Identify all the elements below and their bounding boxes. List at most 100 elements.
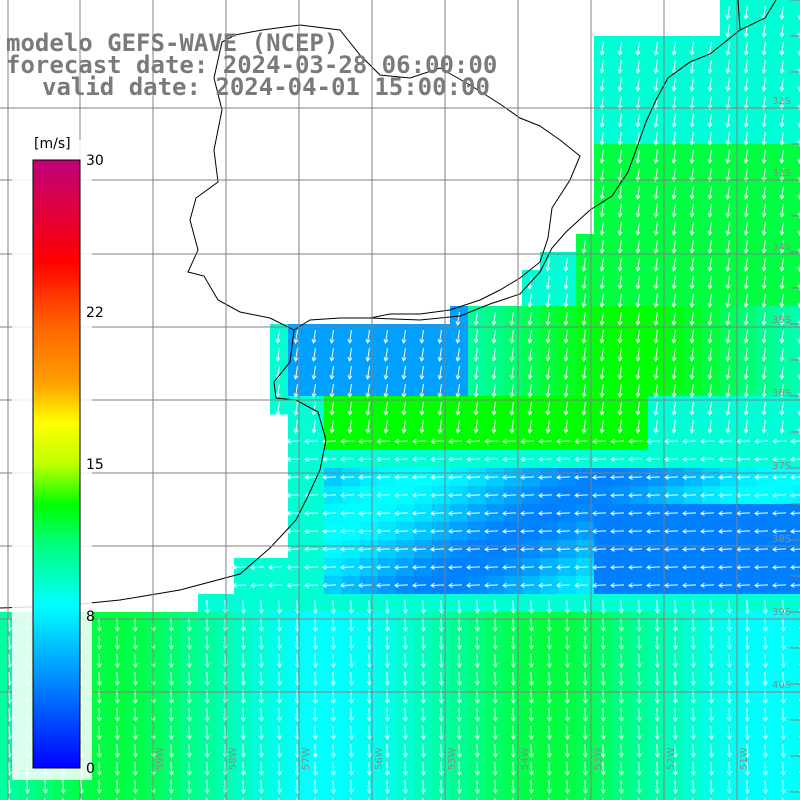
wind-arrow	[295, 383, 298, 397]
wind-arrow	[763, 257, 766, 271]
wind-arrow-head	[636, 645, 642, 650]
wind-arrow	[556, 476, 571, 478]
wind-arrow	[368, 707, 370, 722]
wind-arrow-head	[617, 284, 623, 290]
wind-arrow	[674, 635, 676, 650]
wind-arrow	[386, 761, 388, 776]
wind-arrow	[224, 617, 226, 632]
wind-arrow-head	[132, 771, 138, 776]
wind-arrow	[781, 347, 784, 361]
wind-cell	[792, 378, 800, 397]
wind-arrow	[170, 761, 172, 776]
wind-arrow-head	[743, 302, 749, 308]
wind-arrow-head	[455, 392, 461, 398]
wind-arrow-head	[761, 284, 767, 290]
wind-arrow	[547, 347, 550, 361]
wind-arrow-head	[617, 86, 623, 92]
wind-arrow-head	[312, 789, 318, 794]
wind-arrow	[286, 440, 301, 442]
wind-arrow-head	[330, 717, 336, 722]
wind-arrow	[709, 131, 712, 145]
wind-arrow-head	[672, 753, 678, 758]
wind-arrow-head	[718, 438, 723, 444]
wind-arrow	[349, 329, 352, 343]
wind-arrow	[8, 707, 10, 722]
wind-cell	[234, 792, 253, 800]
coastline-path	[0, 34, 327, 609]
wind-arrow	[502, 584, 517, 586]
wind-arrow-head	[556, 456, 561, 462]
wind-arrow-head	[726, 663, 732, 668]
wind-arrow-head	[491, 374, 497, 380]
wind-arrow	[224, 707, 226, 722]
wind-arrow	[206, 599, 208, 614]
wind-cell	[792, 396, 800, 415]
wind-arrow-head	[419, 410, 425, 416]
wind-arrow-head	[412, 582, 417, 588]
wind-arrow-head	[448, 474, 453, 480]
wind-arrow	[691, 149, 694, 163]
wind-arrow-head	[617, 104, 623, 110]
wind-arrow-head	[707, 428, 713, 434]
wind-arrow	[610, 494, 625, 496]
wind-arrow	[422, 743, 424, 758]
wind-arrow-head	[718, 546, 723, 552]
wind-arrow	[718, 440, 733, 442]
wind-arrow	[727, 131, 730, 145]
lat-label: 39S	[772, 607, 791, 618]
wind-arrow-head	[293, 392, 299, 398]
wind-arrow	[134, 761, 136, 776]
wind-arrow-head	[725, 32, 731, 38]
wind-arrow-head	[520, 528, 525, 534]
wind-arrow-head	[304, 438, 309, 444]
wind-arrow	[385, 419, 388, 433]
wind-arrow	[772, 476, 787, 478]
wind-arrow	[440, 779, 442, 794]
wind-arrow-head	[258, 735, 264, 740]
wind-arrow-head	[222, 699, 228, 704]
wind-arrow-head	[258, 645, 264, 650]
wind-arrow-head	[114, 789, 120, 794]
wind-arrow-head	[743, 32, 749, 38]
wind-arrow	[692, 653, 694, 668]
wind-arrow-head	[304, 456, 309, 462]
wind-cell	[180, 792, 199, 800]
lon-label: 51W	[739, 747, 750, 770]
wind-arrow-head	[635, 410, 641, 416]
wind-arrow-head	[592, 510, 597, 516]
wind-arrow-head	[617, 194, 623, 200]
wind-arrow	[646, 566, 661, 568]
wind-arrow-head	[304, 582, 309, 588]
wind-arrow	[8, 743, 10, 758]
wind-arrow-head	[293, 374, 299, 380]
wind-arrow	[673, 41, 676, 55]
wind-arrow-head	[437, 374, 443, 380]
wind-arrow-head	[754, 528, 759, 534]
wind-arrow-head	[240, 663, 246, 668]
wind-arrow-head	[581, 338, 587, 344]
wind-arrow	[188, 707, 190, 722]
wind-arrow	[538, 566, 553, 568]
wind-arrow-head	[725, 428, 731, 434]
wind-arrow	[314, 707, 316, 722]
wind-arrow	[727, 257, 730, 271]
wind-arrow	[404, 635, 406, 650]
wind-arrow-head	[466, 510, 471, 516]
wind-arrow-head	[366, 789, 372, 794]
wind-arrow	[512, 707, 514, 722]
wind-arrow-head	[653, 158, 659, 164]
wind-arrow-head	[275, 338, 281, 344]
wind-arrow	[782, 671, 784, 686]
wind-arrow-head	[474, 663, 480, 668]
wind-arrow-head	[358, 510, 363, 516]
wind-arrow	[610, 458, 625, 460]
wind-arrow	[278, 761, 280, 776]
wind-arrow-head	[546, 717, 552, 722]
wind-arrow-head	[599, 302, 605, 308]
wind-arrow	[404, 617, 406, 632]
wind-arrow	[430, 458, 445, 460]
wind-arrow-head	[600, 789, 606, 794]
wind-arrow-head	[564, 609, 570, 614]
wind-arrow	[394, 476, 409, 478]
wind-arrow	[727, 293, 730, 307]
